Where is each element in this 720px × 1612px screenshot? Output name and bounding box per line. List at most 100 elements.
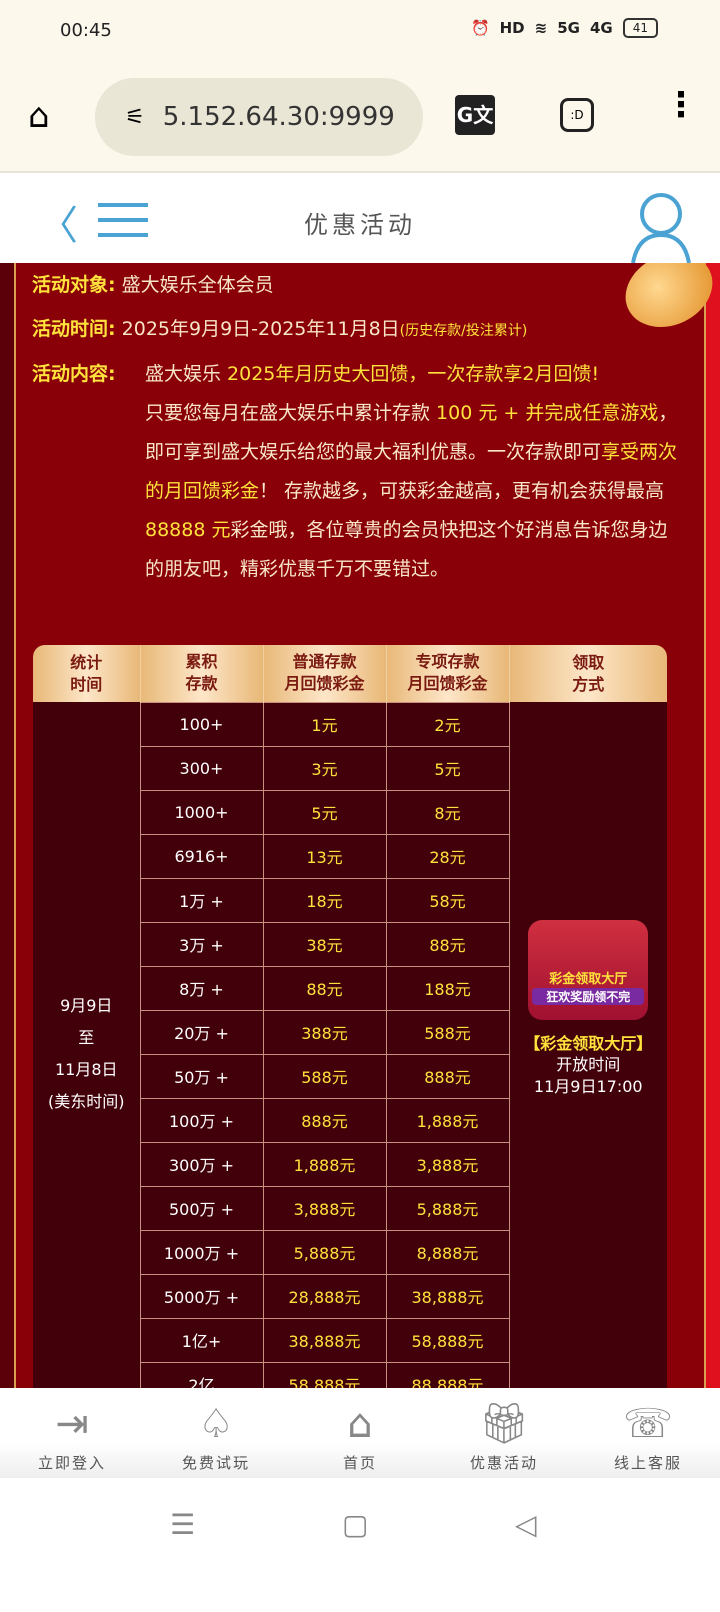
special-bonus-cell: 28元 bbox=[385, 833, 510, 879]
special-bonus-cell: 58元 bbox=[385, 877, 510, 923]
special-bonus-cell: 58,888元 bbox=[385, 1317, 510, 1363]
deposit-cell: 100+ bbox=[139, 701, 264, 747]
table-row: 1000万 +5,888元 8,888元 bbox=[33, 1229, 667, 1275]
nav-support[interactable]: ☏ 线上客服 bbox=[576, 1388, 720, 1478]
table-row: 8万 +88元 188元 bbox=[33, 965, 667, 1011]
special-bonus-cell: 3,888元 bbox=[385, 1141, 510, 1187]
nav-label: 优惠活动 bbox=[469, 1454, 538, 1472]
deposit-cell: 1000万 + bbox=[139, 1229, 264, 1275]
recent-apps-icon[interactable]: ☰ bbox=[170, 1508, 196, 1541]
deposit-cell: 2亿 bbox=[139, 1361, 264, 1388]
hd-icon: HD bbox=[499, 19, 525, 37]
table-row: 9月9日至 11月8日 (美东时间) 100+ 1元 2元 彩金领取大厅 狂欢奖励领不完 【彩金… bbox=[33, 701, 667, 1388]
table-row: 1000+ 5元 8元 bbox=[33, 789, 667, 835]
tabs-button[interactable]: :D bbox=[560, 98, 594, 132]
normal-bonus-cell: 3,888元 bbox=[262, 1185, 387, 1231]
normal-bonus-cell: 58,888元 bbox=[262, 1361, 387, 1388]
coin-decoration bbox=[613, 263, 720, 341]
login-icon: ⇥ bbox=[55, 1401, 89, 1447]
special-bonus-cell: 1,888元 bbox=[385, 1097, 510, 1143]
normal-bonus-cell: 888元 bbox=[262, 1097, 387, 1143]
deposit-cell: 20万 + bbox=[139, 1009, 264, 1055]
deposit-cell: 8万 + bbox=[139, 965, 264, 1011]
status-icons: ⏰ HD ≋ 5G 4G 41 bbox=[471, 18, 658, 38]
promo-content: 活动对象: 盛大娱乐全体会员 活动时间: 2025年9月9日-2025年11月8… bbox=[0, 263, 720, 1388]
status-bar: 00:45 ⏰ HD ≋ 5G 4G 41 bbox=[0, 0, 720, 60]
system-nav: ☰ ▢ ◁ bbox=[0, 1478, 720, 1612]
browser-toolbar: ⌂ ⚟ 5.152.64.30:9999 G文 :D ⋮ bbox=[0, 60, 720, 173]
nav-gift[interactable]: 🎁︎ 优惠活动 bbox=[432, 1388, 576, 1478]
deposit-cell: 300万 + bbox=[139, 1141, 264, 1187]
open-label: 开放时间 bbox=[556, 1055, 621, 1074]
table-row: 300+ 3元 5元 bbox=[33, 745, 667, 791]
claim-hall-link[interactable]: 【彩金领取大厅】 bbox=[524, 1034, 653, 1053]
table-row: 50万 +588元 888元 bbox=[33, 1053, 667, 1099]
deposit-cell: 300+ bbox=[139, 745, 264, 791]
activity-content: 盛大娱乐 2025年月历史大回馈，一次存款享2月回馈! 只要您每月在盛大娱乐中累计… bbox=[145, 363, 678, 580]
normal-bonus-cell: 38,888元 bbox=[262, 1317, 387, 1363]
normal-bonus-cell: 1元 bbox=[262, 701, 387, 747]
translate-icon[interactable]: G文 bbox=[455, 95, 495, 135]
open-time: 11月9日17:00 bbox=[533, 1077, 643, 1096]
column-header: 普通存款 月回馈彩金 bbox=[263, 645, 387, 702]
user-icon[interactable] bbox=[630, 190, 692, 263]
address-bar[interactable]: ⚟ 5.152.64.30:9999 bbox=[95, 78, 423, 156]
table-row: 2亿 58,888元 88,888元 bbox=[33, 1361, 667, 1388]
page-title: 优惠活动 bbox=[304, 211, 416, 239]
special-bonus-cell: 88元 bbox=[385, 921, 510, 967]
column-header: 累积 存款 bbox=[140, 645, 264, 702]
nav-login[interactable]: ⇥ 立即登入 bbox=[0, 1388, 144, 1478]
claim-cell: 彩金领取大厅 狂欢奖励领不完【彩金领取大厅】 开放时间 11月9日17:00 bbox=[509, 702, 667, 1388]
special-bonus-cell: 5元 bbox=[385, 745, 510, 791]
alarm-icon: ⏰ bbox=[470, 19, 490, 37]
gift-icon: 🎁︎ bbox=[478, 1401, 530, 1447]
normal-bonus-cell: 38元 bbox=[262, 921, 387, 967]
special-bonus-cell: 588元 bbox=[385, 1009, 510, 1055]
table-row: 500万 +3,888元 5,888元 bbox=[33, 1185, 667, 1231]
nav-spade[interactable]: ♤ 免费试玩 bbox=[144, 1388, 288, 1478]
deposit-cell: 1000+ bbox=[139, 789, 264, 835]
normal-bonus-cell: 388元 bbox=[262, 1009, 387, 1055]
column-header: 专项存款 月回馈彩金 bbox=[386, 645, 510, 702]
deposit-cell: 50万 + bbox=[139, 1053, 264, 1099]
deposit-cell: 6916+ bbox=[139, 833, 264, 879]
special-bonus-cell: 188元 bbox=[385, 965, 510, 1011]
table-row: 1万 +18元 58元 bbox=[33, 877, 667, 923]
normal-bonus-cell: 88元 bbox=[262, 965, 387, 1011]
home-icon[interactable]: ⌂ bbox=[28, 96, 50, 136]
table-row: 100万 +888元 1,888元 bbox=[33, 1097, 667, 1143]
normal-bonus-cell: 1,888元 bbox=[262, 1141, 387, 1187]
normal-bonus-cell: 18元 bbox=[262, 877, 387, 923]
normal-bonus-cell: 5,888元 bbox=[262, 1229, 387, 1275]
more-menu-icon[interactable]: ⋮ bbox=[664, 85, 698, 125]
nav-home[interactable]: ⌂ 首页 bbox=[288, 1388, 432, 1478]
hamburger-menu-icon[interactable] bbox=[98, 203, 148, 237]
spade-icon: ♤ bbox=[198, 1401, 234, 1447]
nav-label: 线上客服 bbox=[613, 1454, 682, 1472]
nav-label: 首页 bbox=[342, 1454, 377, 1472]
back-icon[interactable]: 〈 bbox=[38, 203, 78, 249]
normal-bonus-cell: 13元 bbox=[262, 833, 387, 879]
activity-time: 活动时间: 2025年9月9日-2025年11月8日(历史存款/投注累计) bbox=[32, 318, 528, 340]
url-text[interactable]: 5.152.64.30:9999 bbox=[162, 102, 395, 132]
deposit-cell: 1万 + bbox=[139, 877, 264, 923]
deposit-cell: 1亿+ bbox=[139, 1317, 264, 1363]
normal-bonus-cell: 3元 bbox=[262, 745, 387, 791]
claim-hall-banner[interactable]: 彩金领取大厅 狂欢奖励领不完 bbox=[528, 920, 649, 1020]
column-header: 统计 时间 bbox=[33, 645, 141, 702]
wifi-icon: ≋ bbox=[534, 19, 548, 37]
deposit-cell: 5000万 + bbox=[139, 1273, 264, 1319]
back-button-icon[interactable]: ◁ bbox=[515, 1508, 537, 1541]
special-bonus-cell: 8,888元 bbox=[385, 1229, 510, 1275]
rebate-table: 统计 时间 累积 存款 普通存款 月回馈彩金 专项存款 月回馈彩金 领取 方式 9月9日至 11月8… bbox=[33, 645, 667, 1388]
site-settings-icon[interactable]: ⚟ bbox=[125, 104, 145, 130]
activity-content-label: 活动内容: bbox=[32, 363, 116, 385]
deposit-cell: 500万 + bbox=[139, 1185, 264, 1231]
home-button-icon[interactable]: ▢ bbox=[342, 1508, 369, 1541]
special-bonus-cell: 38,888元 bbox=[385, 1273, 510, 1319]
signal-5g-icon: 5G bbox=[557, 19, 580, 37]
bottom-nav: ⇥ 立即登入 ♤ 免费试玩 ⌂ 首页 🎁︎ 优惠活动 ☏ 线上客服 bbox=[0, 1388, 720, 1478]
table-row: 300万 +1,888元 3,888元 bbox=[33, 1141, 667, 1187]
normal-bonus-cell: 28,888元 bbox=[262, 1273, 387, 1319]
special-bonus-cell: 2元 bbox=[385, 701, 510, 747]
